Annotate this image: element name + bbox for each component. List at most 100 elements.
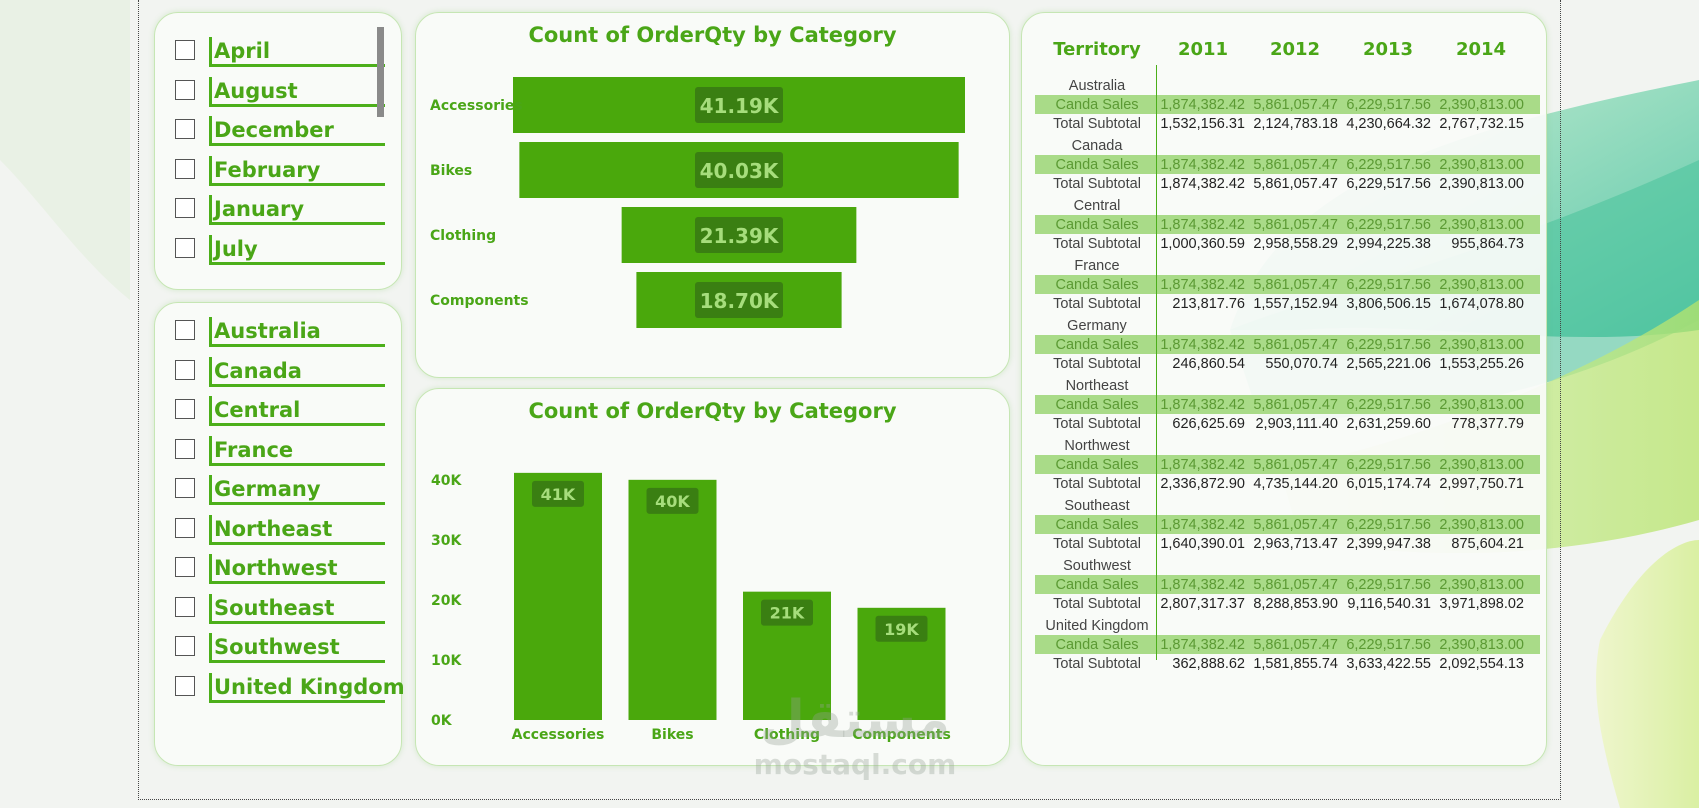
checkbox[interactable] xyxy=(175,198,195,218)
slicer-item-label[interactable]: United Kingdom xyxy=(209,672,405,703)
slicer-item-label[interactable]: Northeast xyxy=(209,514,385,545)
column-chart-card: Count of OrderQty by Category 40K 30K 20K 1… xyxy=(415,388,1010,766)
matrix-cell: 2,390,813.00 xyxy=(1439,517,1524,533)
matrix-cell: 5,861,057.47 xyxy=(1253,277,1338,293)
checkbox[interactable] xyxy=(175,675,195,696)
matrix-cell: 5,861,057.47 xyxy=(1253,637,1338,653)
matrix-group-label[interactable]: Central xyxy=(1073,198,1121,214)
checkbox[interactable] xyxy=(175,478,195,498)
data-label-background xyxy=(761,599,813,626)
checkbox[interactable] xyxy=(175,40,195,60)
matrix-total-cell: 2,963,713.47 xyxy=(1253,536,1338,552)
slicer-item-label[interactable]: April xyxy=(209,37,385,67)
checkbox[interactable] xyxy=(175,636,195,656)
matrix-highlight-row xyxy=(1035,395,1540,414)
matrix-cell: 1,874,382.42 xyxy=(1160,337,1245,353)
category-label: Bikes xyxy=(430,163,472,179)
column-header-year[interactable]: 2014 xyxy=(1455,39,1507,60)
matrix-cell: 6,229,517.56 xyxy=(1346,637,1431,653)
column-header-year[interactable]: 2013 xyxy=(1362,39,1414,60)
matrix-group-label[interactable]: Northeast xyxy=(1065,378,1129,394)
matrix-highlight-row xyxy=(1035,215,1540,234)
checkbox[interactable] xyxy=(175,237,195,258)
matrix-group-label[interactable]: France xyxy=(1074,258,1120,274)
matrix-total-cell: 2,631,259.60 xyxy=(1346,416,1431,432)
checkbox[interactable] xyxy=(175,320,195,340)
data-label-background xyxy=(875,615,928,642)
slicer-scrollbar[interactable] xyxy=(377,27,384,117)
x-category-label: Clothing xyxy=(754,727,820,743)
matrix-group-label[interactable]: United Kingdom xyxy=(1045,618,1149,634)
slicer-item-label[interactable]: January xyxy=(209,195,385,225)
matrix-group-label[interactable]: Northwest xyxy=(1064,438,1130,454)
matrix-total-cell: 550,070.74 xyxy=(1265,356,1338,372)
funnel-chart-card: Count of OrderQty by Category 41.19K Acce… xyxy=(415,12,1010,378)
matrix-total-label: Total Subtotal xyxy=(1053,476,1141,492)
matrix-cell: 5,861,057.47 xyxy=(1253,397,1338,413)
matrix-cell: 1,874,382.42 xyxy=(1160,637,1245,653)
data-label-background xyxy=(695,152,783,188)
checkbox[interactable] xyxy=(175,438,195,459)
x-category-label: Components xyxy=(852,727,951,743)
slicer-item-label[interactable]: Germany xyxy=(209,475,385,505)
slicer-item-label[interactable]: July xyxy=(209,234,385,265)
column-bar-accessories[interactable] xyxy=(514,472,602,720)
x-category-label: Accessories xyxy=(512,727,605,743)
matrix-highlight-row xyxy=(1035,455,1540,474)
checkbox[interactable] xyxy=(175,596,195,617)
matrix-total-cell: 2,994,225.38 xyxy=(1346,236,1431,252)
matrix-group-label[interactable]: Canada xyxy=(1071,138,1123,154)
slicer-item-label[interactable]: Southwest xyxy=(209,633,385,663)
matrix-highlight-row xyxy=(1035,155,1540,174)
matrix-cell: 6,229,517.56 xyxy=(1346,217,1431,233)
checkbox[interactable] xyxy=(175,158,195,179)
data-label: 41.19K xyxy=(700,94,780,118)
matrix-cell: 6,229,517.56 xyxy=(1346,337,1431,353)
slicer-item-label[interactable]: Southeast xyxy=(209,593,385,624)
matrix-total-cell: 4,230,664.32 xyxy=(1346,116,1431,132)
matrix-total-label: Total Subtotal xyxy=(1053,596,1141,612)
slicer-item-label[interactable]: Northwest xyxy=(209,554,385,584)
data-label-background xyxy=(646,487,699,514)
matrix-cell: 2,390,813.00 xyxy=(1439,157,1524,173)
column-bar-bikes[interactable] xyxy=(628,479,717,720)
matrix-total-cell: 2,399,947.38 xyxy=(1346,536,1431,552)
matrix-total-label: Total Subtotal xyxy=(1053,116,1141,132)
checkbox[interactable] xyxy=(175,119,195,139)
checkbox[interactable] xyxy=(175,359,195,380)
checkbox[interactable] xyxy=(175,399,195,419)
matrix-group-label[interactable]: Southwest xyxy=(1063,558,1131,574)
slicer-item-label[interactable]: Australia xyxy=(209,317,385,347)
slicer-item-label[interactable]: February xyxy=(209,155,385,186)
matrix-row-label: Canda Sales xyxy=(1055,397,1139,413)
matrix-total-cell: 1,581,855.74 xyxy=(1253,656,1338,672)
slicer-item-label[interactable]: France xyxy=(209,435,385,466)
matrix-highlight-row xyxy=(1035,575,1540,594)
matrix-total-cell: 1,874,382.42 xyxy=(1160,176,1245,192)
column-header-year[interactable]: 2011 xyxy=(1177,39,1229,60)
matrix-total-cell: 2,997,750.71 xyxy=(1439,476,1524,492)
matrix-cell: 1,874,382.42 xyxy=(1160,97,1245,113)
matrix-group-label[interactable]: Southeast xyxy=(1064,498,1130,514)
checkbox[interactable] xyxy=(175,517,195,538)
matrix-total-cell: 6,015,174.74 xyxy=(1346,476,1431,492)
column-header-year[interactable]: 2012 xyxy=(1269,39,1321,60)
checkbox[interactable] xyxy=(175,557,195,577)
matrix-total-cell: 1,557,152.94 xyxy=(1253,296,1338,312)
chart-title: Count of OrderQty by Category xyxy=(528,399,897,423)
slicer-item-label[interactable]: Central xyxy=(209,396,385,426)
slicer-item-label[interactable]: Canada xyxy=(209,356,385,387)
matrix-total-cell: 875,604.21 xyxy=(1451,536,1524,552)
slicer-item-label[interactable]: December xyxy=(209,116,385,146)
column-header-territory[interactable]: Territory xyxy=(1053,39,1141,60)
matrix-cell: 2,390,813.00 xyxy=(1439,277,1524,293)
slicer-item-label[interactable]: August xyxy=(209,76,385,107)
matrix-group-label[interactable]: Germany xyxy=(1067,318,1127,334)
checkbox[interactable] xyxy=(175,79,195,100)
matrix-cell: 6,229,517.56 xyxy=(1346,97,1431,113)
matrix-row-label: Canda Sales xyxy=(1055,457,1139,473)
matrix-group-label[interactable]: Australia xyxy=(1068,78,1126,94)
matrix-cell: 2,390,813.00 xyxy=(1439,637,1524,653)
category-label: Clothing xyxy=(430,228,496,244)
matrix-total-cell: 2,903,111.40 xyxy=(1255,416,1338,432)
